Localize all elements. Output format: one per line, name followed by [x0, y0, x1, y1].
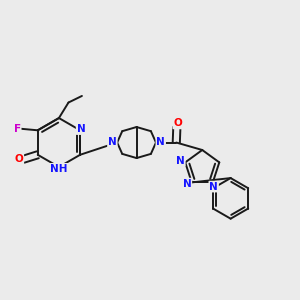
- Text: N: N: [183, 178, 191, 189]
- Text: N: N: [156, 136, 165, 147]
- Text: O: O: [14, 154, 23, 164]
- Text: N: N: [77, 124, 85, 134]
- Text: NH: NH: [50, 164, 68, 174]
- Text: N: N: [209, 182, 218, 192]
- Text: O: O: [173, 118, 182, 128]
- Text: F: F: [14, 124, 21, 134]
- Text: N: N: [176, 156, 185, 166]
- Text: N: N: [108, 136, 117, 147]
